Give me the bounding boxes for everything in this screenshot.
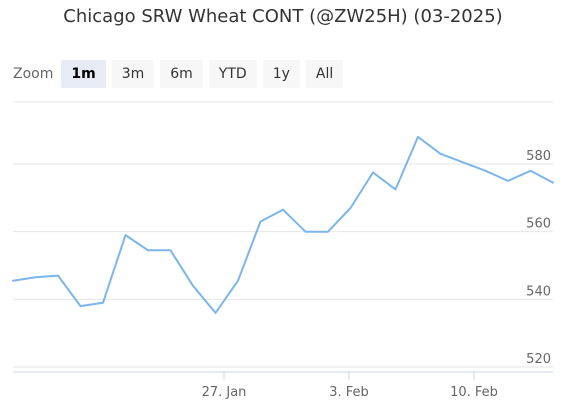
price-series-line — [12, 135, 554, 314]
zoom-all-button[interactable]: All — [305, 60, 344, 88]
y-tick-label: 580 — [526, 149, 551, 164]
x-tick-label: 3. Feb — [329, 385, 369, 400]
zoom-ytd-button[interactable]: YTD — [208, 60, 257, 88]
x-tick-label: 27. Jan — [202, 385, 247, 400]
chart-title: Chicago SRW Wheat CONT (@ZW25H) (03-2025… — [63, 6, 503, 27]
zoom-1m-button[interactable]: 1m — [61, 60, 106, 88]
y-tick-label: 540 — [526, 284, 551, 299]
y-tick-label: 520 — [526, 352, 551, 367]
zoom-label: Zoom — [13, 66, 54, 82]
zoom-1y-button[interactable]: 1y — [262, 60, 300, 88]
x-tick-label: 10. Feb — [450, 385, 498, 400]
zoom-3m-button[interactable]: 3m — [111, 60, 155, 88]
y-tick-label: 560 — [526, 217, 551, 232]
zoom-6m-button[interactable]: 6m — [160, 60, 203, 88]
zoom-range-selector: Zoom 1m 3m 6m YTD 1y All — [13, 60, 349, 88]
